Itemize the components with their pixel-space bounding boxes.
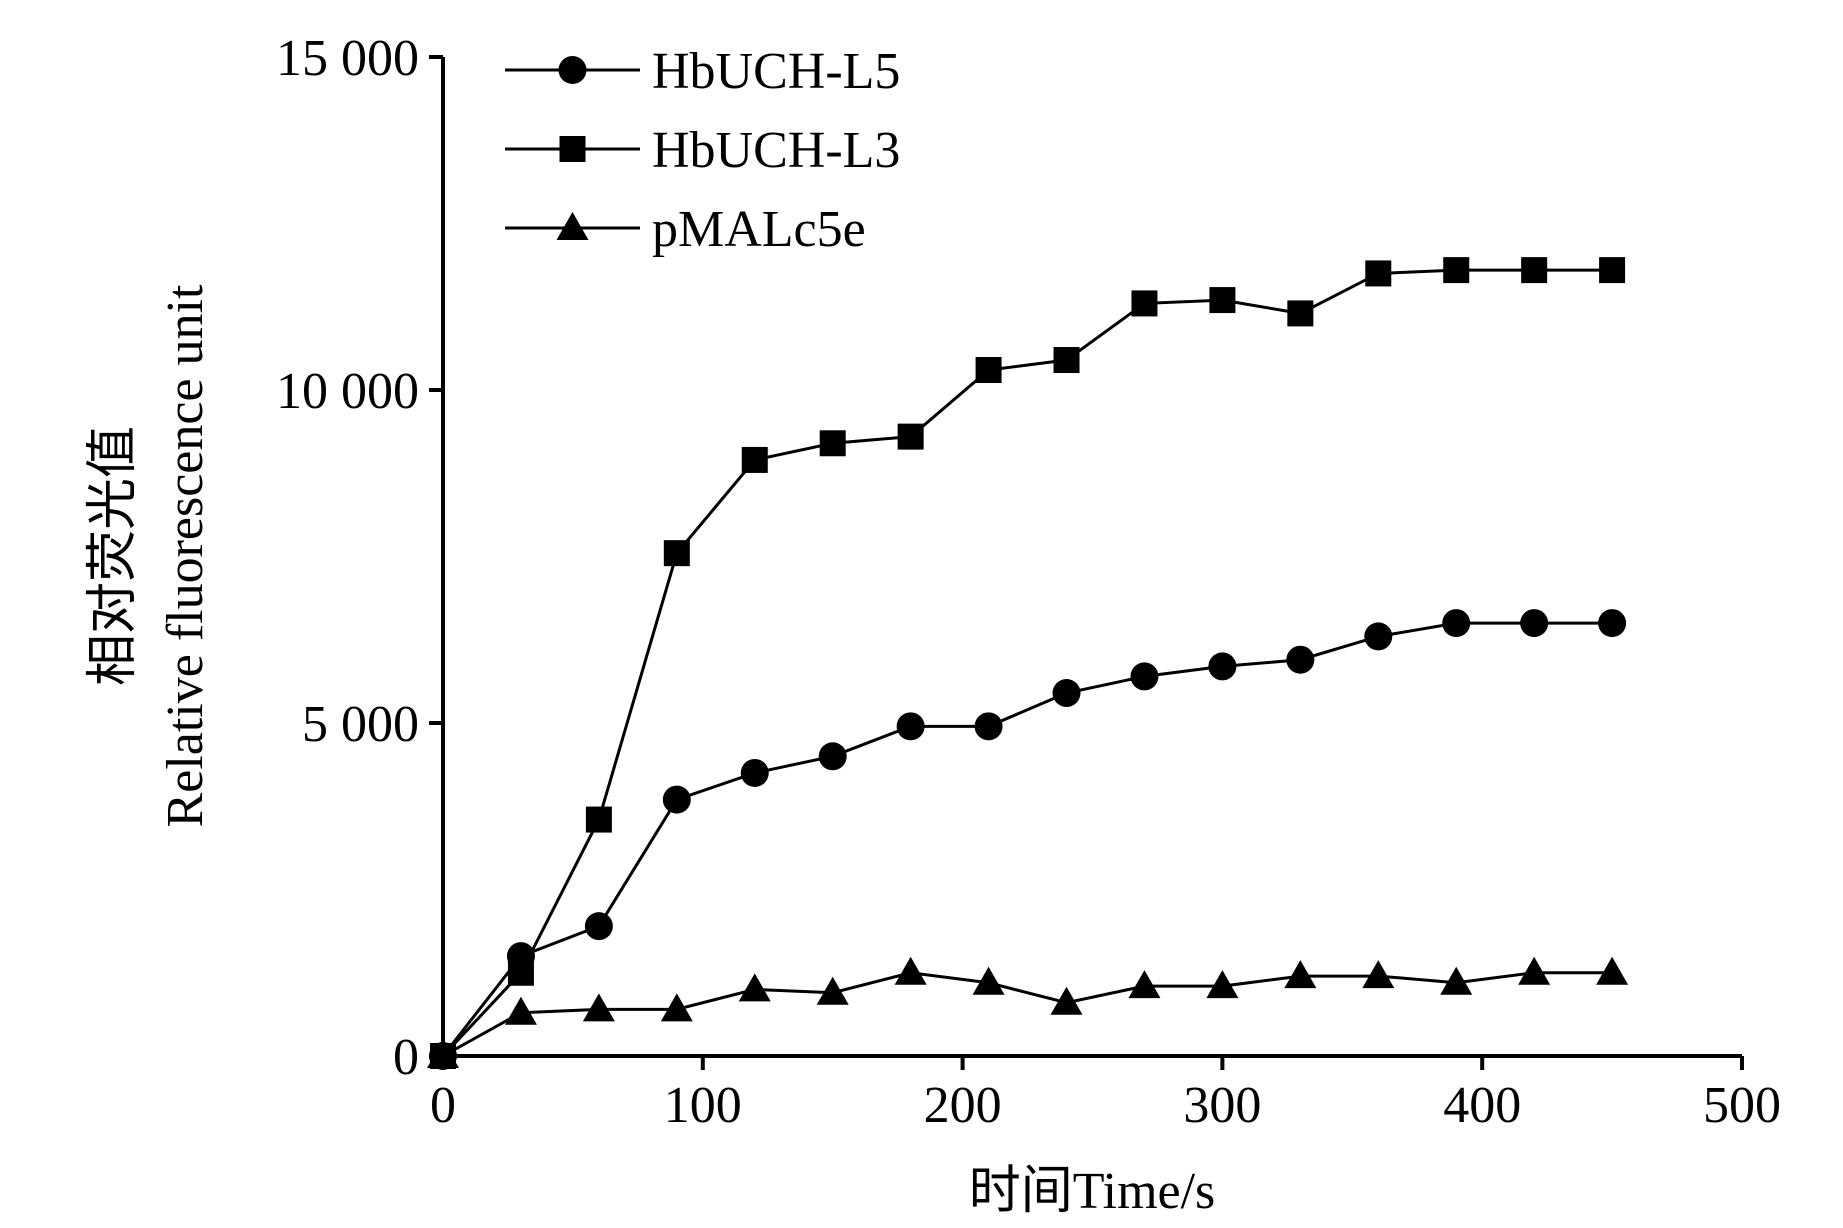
x-tick-label: 0 — [430, 1077, 456, 1134]
data-point-pmalc5e — [816, 976, 849, 1005]
y-axis-title: 相对荧光值 Relative fluorescence unit — [85, 284, 214, 827]
y-tick-label: 5 000 — [302, 696, 419, 753]
y-axis-title-en: Relative fluorescence unit — [157, 284, 214, 827]
series-hbuch-l3 — [430, 257, 1626, 1069]
data-point-hbuch-l3 — [1209, 287, 1236, 314]
y-axis: 0 5 000 10 000 15 000 — [276, 30, 445, 1086]
data-point-hbuch-l3 — [663, 540, 690, 567]
y-tick-label: 0 — [393, 1029, 419, 1086]
data-point-hbuch-l3 — [897, 423, 924, 450]
x-tick-label: 100 — [664, 1077, 742, 1134]
series-pmalc5e — [427, 956, 1629, 1068]
data-point-pmalc5e — [1518, 956, 1551, 985]
data-point-pmalc5e — [972, 966, 1005, 995]
data-point-hbuch-l5 — [1442, 609, 1471, 638]
data-point-hbuch-l5 — [584, 912, 613, 941]
data-point-hbuch-l5 — [1286, 645, 1315, 674]
series-line-pmalc5e — [442, 971, 1613, 1058]
data-point-hbuch-l3 — [819, 430, 846, 457]
data-point-hbuch-l3 — [1599, 257, 1626, 284]
y-tick-label: 15 000 — [276, 30, 419, 87]
legend-item-hbuch-l3: HbUCH-L3 — [505, 122, 900, 179]
data-point-hbuch-l5 — [1130, 662, 1159, 691]
data-point-pmalc5e — [1128, 970, 1161, 999]
data-point-hbuch-l5 — [662, 785, 691, 814]
data-point-pmalc5e — [1362, 960, 1395, 989]
data-point-pmalc5e — [582, 993, 615, 1022]
data-point-pmalc5e — [504, 996, 537, 1025]
legend-label: HbUCH-L5 — [652, 43, 900, 100]
data-point-hbuch-l3 — [1131, 290, 1158, 317]
series-line-hbuch-l5 — [441, 621, 1613, 1057]
data-point-hbuch-l5 — [1598, 609, 1627, 638]
data-point-hbuch-l5 — [818, 742, 847, 771]
data-point-hbuch-l5 — [1052, 679, 1081, 708]
data-point-hbuch-l3 — [1053, 347, 1080, 374]
legend-marker — [556, 212, 589, 240]
data-point-pmalc5e — [660, 993, 693, 1022]
x-ticks: 0 100 200 300 400 500 — [430, 1056, 1781, 1134]
series-hbuch-l5 — [429, 609, 1627, 1070]
x-tick-label: 400 — [1443, 1077, 1521, 1134]
data-point-hbuch-l5 — [740, 758, 769, 787]
data-point-hbuch-l5 — [1364, 622, 1393, 651]
data-point-hbuch-l3 — [1365, 260, 1392, 287]
x-tick-label: 200 — [924, 1077, 1002, 1134]
x-tick-label: 300 — [1183, 1077, 1261, 1134]
legend-marker — [559, 136, 586, 162]
data-point-hbuch-l3 — [1521, 257, 1548, 284]
data-point-pmalc5e — [427, 1040, 459, 1068]
data-point-hbuch-l5 — [974, 712, 1003, 741]
data-point-pmalc5e — [894, 956, 927, 985]
y-ticks: 0 5 000 10 000 15 000 — [276, 30, 443, 1086]
legend: HbUCH-L5 HbUCH-L3 pMALc5e — [505, 43, 900, 258]
x-axis: 0 100 200 300 400 500 — [430, 1054, 1781, 1134]
data-point-pmalc5e — [1596, 956, 1629, 985]
legend-label: HbUCH-L3 — [652, 122, 900, 179]
legend-item-pmalc5e: pMALc5e — [505, 201, 866, 258]
data-point-pmalc5e — [738, 973, 771, 1002]
data-point-hbuch-l5 — [896, 712, 925, 741]
legend-label: pMALc5e — [652, 201, 866, 258]
data-point-hbuch-l3 — [1287, 300, 1314, 327]
x-axis-title: 时间Time/s — [969, 1163, 1216, 1220]
data-point-pmalc5e — [1284, 960, 1317, 989]
data-point-hbuch-l3 — [741, 446, 768, 473]
data-point-pmalc5e — [1206, 970, 1239, 999]
data-point-hbuch-l5 — [1520, 609, 1549, 638]
legend-item-hbuch-l5: HbUCH-L5 — [505, 43, 900, 100]
data-point-pmalc5e — [1050, 986, 1083, 1015]
data-point-hbuch-l5 — [1208, 652, 1237, 681]
legend-marker — [558, 56, 587, 84]
data-point-hbuch-l3 — [975, 357, 1002, 384]
y-tick-label: 10 000 — [276, 363, 419, 420]
data-point-pmalc5e — [1440, 966, 1473, 995]
series-layer — [427, 257, 1629, 1070]
y-axis-title-cn: 相对荧光值 — [85, 426, 142, 686]
data-point-hbuch-l3 — [1443, 257, 1470, 284]
x-tick-label: 500 — [1703, 1077, 1781, 1134]
series-line-hbuch-l3 — [441, 268, 1613, 1058]
data-point-hbuch-l3 — [585, 806, 612, 833]
data-point-hbuch-l3 — [507, 959, 534, 986]
